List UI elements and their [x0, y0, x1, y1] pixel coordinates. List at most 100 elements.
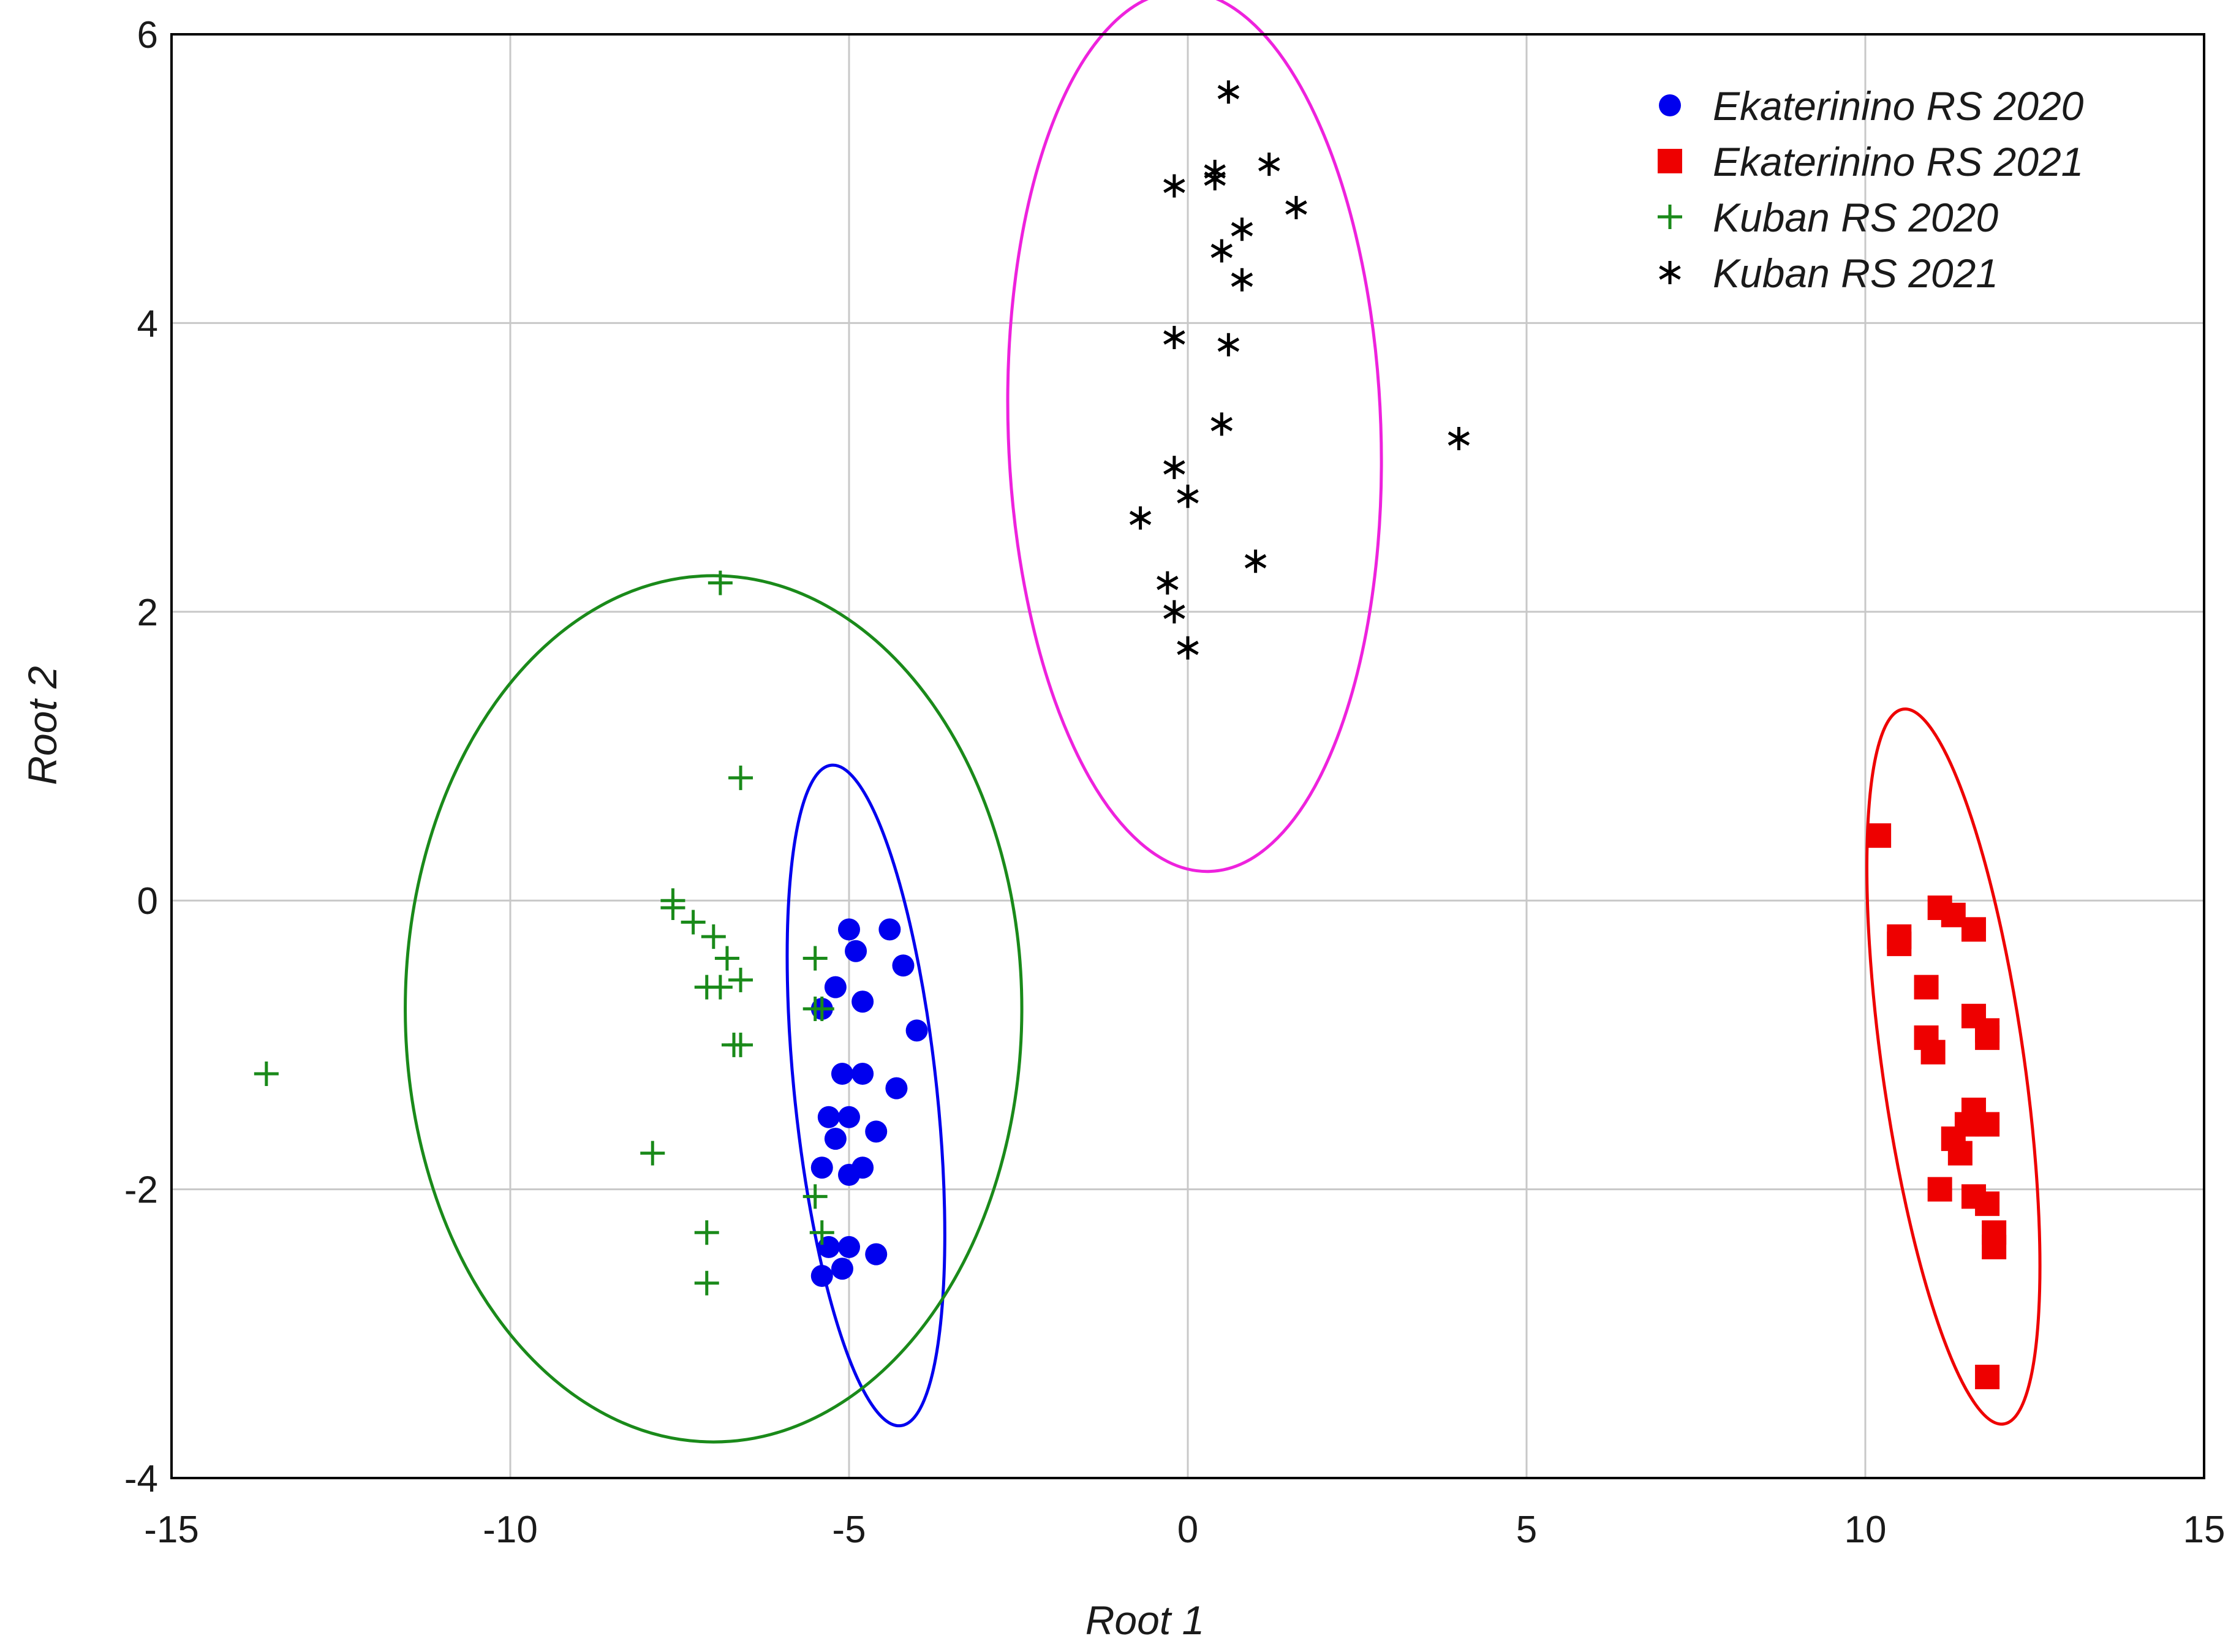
data-point: [851, 1063, 874, 1085]
series-group: [254, 570, 834, 1296]
data-point: [1129, 506, 1152, 530]
data-point: [892, 954, 915, 977]
data-point: [1163, 174, 1185, 198]
data-point: [728, 1032, 753, 1057]
y-tick-label: -4: [124, 1458, 158, 1500]
data-point: [714, 946, 739, 971]
data-point: [1177, 485, 1199, 508]
data-point: [1285, 195, 1307, 219]
data-point: [1887, 931, 1912, 956]
x-tick-label: 5: [1516, 1509, 1537, 1551]
data-point: [694, 1270, 719, 1296]
legend-label: Ekaterinino RS 2021: [1713, 139, 2083, 184]
series-group: [1867, 823, 2007, 1390]
data-point: [802, 996, 828, 1021]
data-point: [865, 1120, 888, 1143]
data-point: [1217, 333, 1240, 356]
data-point: [254, 1062, 279, 1087]
data-point: [851, 990, 874, 1013]
confidence-ellipse: [1006, 0, 1383, 873]
legend-marker: [1659, 94, 1681, 116]
data-point: [824, 1128, 847, 1150]
data-points: [254, 80, 2007, 1390]
data-point: [865, 1243, 888, 1265]
x-tick-label: 15: [2183, 1509, 2226, 1551]
confidence-ellipse: [785, 763, 946, 1428]
data-point: [694, 1220, 719, 1245]
confidence-ellipse: [404, 574, 1024, 1444]
data-point: [1163, 325, 1185, 349]
legend-label: Ekaterinino RS 2020: [1713, 83, 2084, 129]
data-point: [1210, 239, 1233, 263]
data-point: [885, 1077, 908, 1099]
data-point: [831, 1063, 853, 1085]
data-point: [681, 910, 706, 935]
data-point: [838, 1164, 860, 1186]
y-tick-label: -2: [124, 1169, 158, 1212]
data-point: [838, 1235, 860, 1258]
data-point: [838, 918, 860, 941]
data-point: [1258, 153, 1280, 176]
data-point: [1217, 80, 1240, 104]
data-point: [810, 1156, 833, 1179]
data-point: [1177, 636, 1199, 660]
data-point: [728, 765, 753, 790]
x-tick-label: -15: [144, 1509, 199, 1551]
data-point: [1975, 1365, 2000, 1390]
data-point: [701, 924, 726, 949]
y-tick-label: 4: [137, 303, 158, 345]
data-point: [838, 1106, 860, 1128]
data-point: [1448, 426, 1470, 450]
grid-lines: [172, 34, 2204, 1478]
data-point: [1163, 600, 1185, 624]
data-point: [1975, 1191, 2000, 1216]
data-point: [802, 946, 828, 971]
series-group: [1129, 80, 1470, 660]
data-point: [905, 1019, 928, 1042]
legend-label: Kuban RS 2021: [1713, 251, 1998, 296]
legend-marker: [1658, 205, 1682, 229]
data-point: [1982, 1234, 2007, 1259]
data-point: [1867, 823, 1892, 848]
x-tick-label: 10: [1844, 1509, 1887, 1551]
y-tick-label: 6: [137, 14, 158, 56]
y-tick-label: 2: [137, 592, 158, 634]
data-point: [1961, 917, 1986, 942]
x-tick-label: -5: [832, 1509, 866, 1551]
x-tick-label: -10: [483, 1509, 538, 1551]
data-point: [1231, 217, 1253, 241]
data-point: [845, 940, 867, 962]
data-point: [831, 1258, 853, 1280]
data-point: [1975, 1025, 2000, 1050]
data-point: [1975, 1112, 2000, 1137]
y-axis-title: Root 2: [20, 666, 65, 785]
x-tick-label: 0: [1177, 1509, 1198, 1551]
data-point: [1157, 571, 1179, 595]
data-point: [1210, 412, 1233, 436]
plot-frame: [170, 33, 2205, 1479]
tick-labels: -15 -10 -5 0 5 10 15 -4 -2 0 2 4 6: [124, 14, 2226, 1551]
data-point: [660, 895, 685, 920]
data-point: [1231, 268, 1253, 292]
data-point: [1244, 549, 1267, 573]
data-point: [878, 918, 901, 941]
x-axis-title: Root 1: [1086, 1597, 1204, 1643]
confidence-ellipses: [404, 0, 2042, 1444]
legend-label: Kuban RS 2020: [1713, 195, 1998, 240]
data-point: [1947, 1141, 1973, 1166]
data-point: [708, 975, 733, 1000]
legend: Ekaterinino RS 2020 Ekaterinino RS 2021 Ku…: [1658, 83, 2084, 296]
data-point: [1163, 456, 1185, 480]
y-tick-label: 0: [137, 880, 158, 922]
legend-marker: [1659, 261, 1681, 284]
data-point: [817, 1106, 840, 1128]
data-point: [824, 976, 847, 998]
data-point: [640, 1141, 665, 1166]
data-point: [728, 967, 753, 992]
confidence-ellipse: [1865, 707, 2042, 1426]
data-point: [1204, 167, 1226, 190]
data-point: [809, 1220, 834, 1245]
data-point: [1920, 1039, 1946, 1065]
legend-marker: [1658, 149, 1682, 173]
